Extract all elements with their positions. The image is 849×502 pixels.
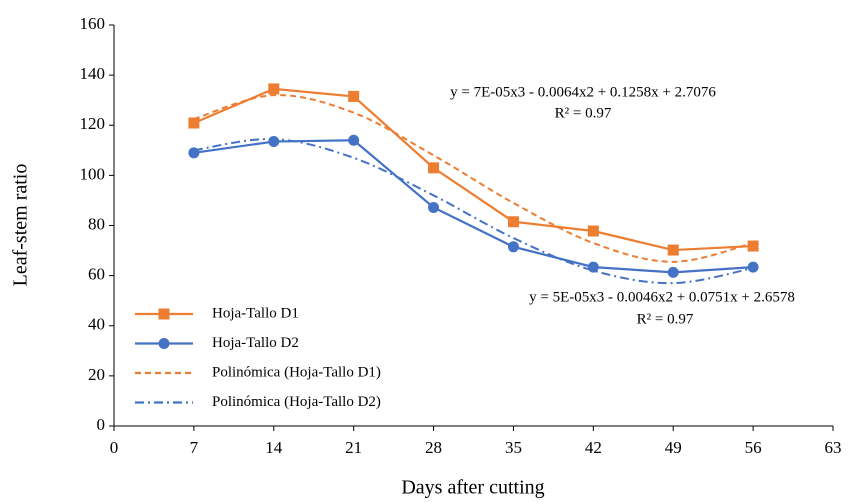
marker <box>747 261 759 273</box>
y-tick-label: 40 <box>88 315 105 334</box>
x-tick-label: 0 <box>110 438 119 457</box>
marker <box>507 241 519 253</box>
trendline <box>193 137 754 285</box>
annotation: R² = 0.97 <box>555 105 612 121</box>
x-tick-label: 42 <box>585 438 602 457</box>
x-tick-label: 14 <box>265 438 283 457</box>
marker <box>667 266 679 278</box>
marker <box>428 201 440 213</box>
x-tick-label: 49 <box>665 438 682 457</box>
marker <box>747 240 759 252</box>
x-tick-label: 28 <box>425 438 442 457</box>
x-tick-label: 63 <box>825 438 842 457</box>
legend-marker <box>158 308 170 320</box>
y-tick-label: 120 <box>80 114 106 133</box>
y-tick-label: 160 <box>80 14 106 33</box>
annotation: R² = 0.97 <box>637 311 694 327</box>
marker <box>268 136 280 148</box>
y-tick-label: 0 <box>97 415 106 434</box>
x-tick-label: 56 <box>745 438 762 457</box>
x-tick-label: 7 <box>190 438 199 457</box>
y-tick-label: 20 <box>88 365 105 384</box>
marker <box>587 225 599 237</box>
legend-label: Hoja-Tallo D2 <box>212 335 299 351</box>
x-tick-label: 35 <box>505 438 522 457</box>
series-line <box>193 87 754 252</box>
legend-label: Polinómica (Hoja-Tallo D2) <box>212 394 381 410</box>
marker <box>348 90 360 102</box>
y-tick-label: 80 <box>88 214 105 233</box>
marker <box>188 117 200 129</box>
annotation: y = 7E-05x3 - 0.0064x2 + 0.1258x + 2.707… <box>450 84 716 100</box>
y-axis-title: Leaf-stem ratio <box>10 164 32 287</box>
legend-label: Hoja-Tallo D1 <box>212 305 299 321</box>
y-tick-label: 100 <box>80 164 106 183</box>
legend-marker <box>158 338 170 349</box>
marker <box>348 134 360 146</box>
x-tick-label: 21 <box>345 438 362 457</box>
legend-label: Polinómica (Hoja-Tallo D1) <box>212 364 381 380</box>
marker <box>268 83 280 95</box>
marker <box>667 244 679 256</box>
y-tick-label: 140 <box>80 64 106 83</box>
x-axis-title: Days after cutting <box>401 477 544 499</box>
annotation: y = 5E-05x3 - 0.0046x2 + 0.0751x + 2.657… <box>529 289 795 305</box>
marker <box>428 162 440 174</box>
marker <box>507 216 519 228</box>
trendline <box>193 94 754 263</box>
y-tick-label: 60 <box>88 265 105 284</box>
series-line <box>193 139 754 274</box>
